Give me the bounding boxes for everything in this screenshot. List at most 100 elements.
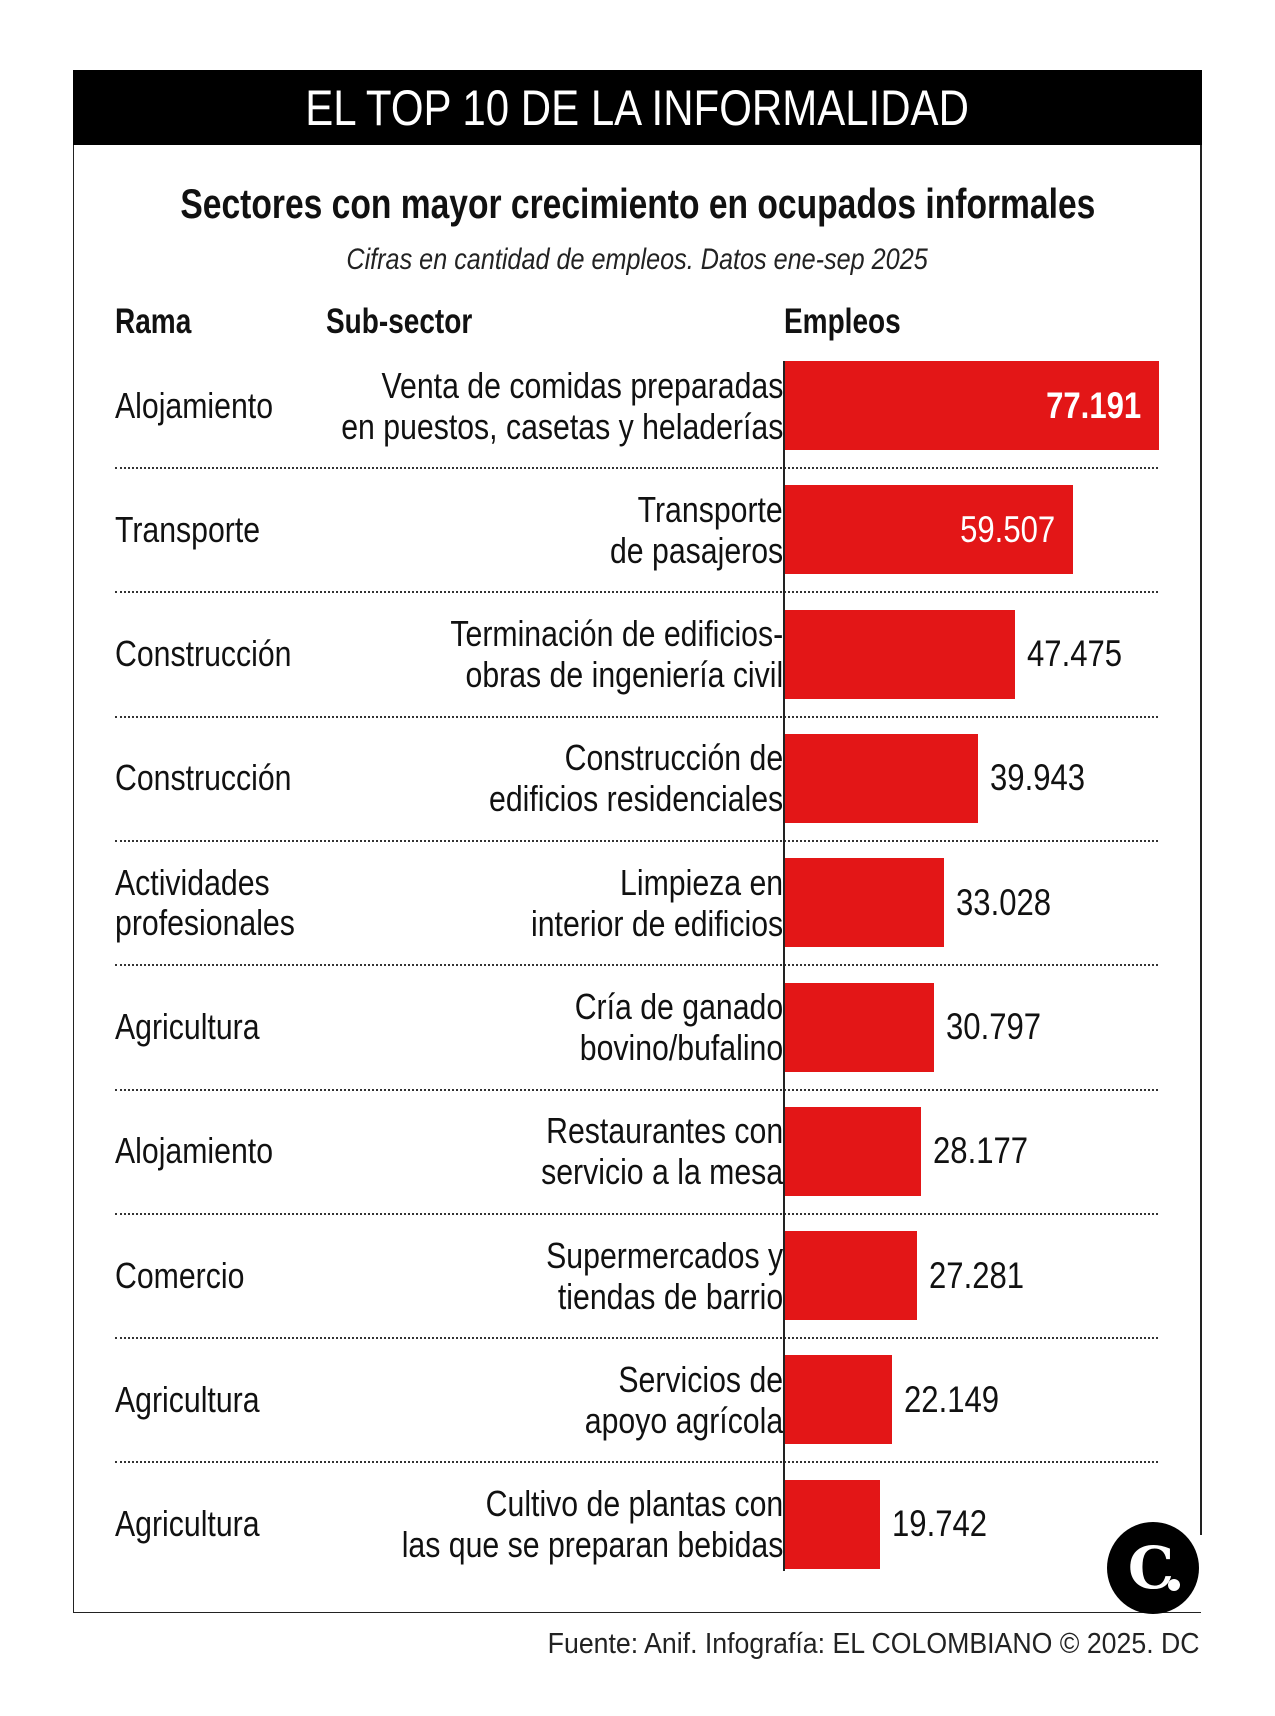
column-header-subsector: Sub-sector bbox=[326, 302, 509, 342]
subsector-line: Transporte bbox=[637, 488, 783, 530]
bar-axis-line bbox=[783, 361, 785, 1571]
table-row: Comercio Supermercados y tiendas de barrio… bbox=[115, 1231, 1158, 1355]
rama-line: Agricultura bbox=[115, 1503, 260, 1545]
table-row: Construcción Construcción de edificios res… bbox=[115, 733, 1158, 858]
subsector-line: apoyo agrícola bbox=[584, 1399, 783, 1441]
column-header-text: Sub-sector bbox=[326, 302, 473, 341]
logo-glyph: C bbox=[1128, 1534, 1180, 1602]
header-banner: EL TOP 10 DE LA INFORMALIDAD bbox=[73, 70, 1202, 145]
bar-value-text: 33.028 bbox=[956, 881, 1052, 923]
rama-line: profesionales bbox=[115, 901, 295, 943]
el-colombiano-logo: C bbox=[1107, 1522, 1199, 1614]
row-divider bbox=[115, 1212, 1158, 1215]
table-row: Construcción Terminación de edificios-obr… bbox=[115, 609, 1158, 734]
bar-value-text: 22.149 bbox=[903, 1378, 999, 1420]
subsector-line: tiendas de barrio bbox=[557, 1275, 783, 1317]
rama-label: Agricultura bbox=[115, 1355, 287, 1444]
bar bbox=[784, 1479, 880, 1569]
rama-label: Construcción bbox=[115, 610, 325, 699]
frame-right-border bbox=[1200, 70, 1202, 1535]
table-row: Alojamiento Restaurantes con servicio a la… bbox=[115, 1106, 1158, 1231]
subsector-label: Construcción de edificios residenciales bbox=[433, 734, 783, 823]
rama-label: Agricultura bbox=[115, 1480, 287, 1569]
bar-value-text: 27.281 bbox=[928, 1254, 1024, 1296]
bar-value-label: 59.507 bbox=[942, 485, 1055, 574]
subsector-line: de pasajeros bbox=[609, 529, 783, 571]
rama-line: Agricultura bbox=[115, 1378, 260, 1420]
chart-subtitle: Cifras en cantidad de empleos. Datos ene… bbox=[0, 243, 1275, 277]
rama-label: Construcción bbox=[115, 734, 325, 823]
subsector-line: bovino/bufalino bbox=[579, 1027, 783, 1068]
bar bbox=[784, 485, 1074, 575]
bar-value-label: 47.475 bbox=[1027, 610, 1140, 699]
rama-label: Actividades profesionales bbox=[115, 858, 329, 947]
bar bbox=[784, 1355, 892, 1445]
subsector-label: Cultivo de plantas con las que se prepara… bbox=[329, 1480, 783, 1569]
bar-value-label: 39.943 bbox=[990, 734, 1103, 823]
bar-value-text: 47.475 bbox=[1026, 633, 1122, 675]
bar-value-label: 22.149 bbox=[904, 1355, 1017, 1444]
table-row: Agricultura Cultivo de plantas con las que… bbox=[115, 1479, 1158, 1604]
subsector-label: Supermercados y tiendas de barrio bbox=[501, 1231, 783, 1320]
rama-label: Transporte bbox=[115, 485, 288, 574]
source-credit: Fuente: Anif. Infografía: EL COLOMBIANO … bbox=[491, 1628, 1200, 1661]
subsector-line: en puestos, casetas y heladerías bbox=[340, 405, 783, 447]
bar bbox=[784, 858, 945, 948]
row-divider bbox=[115, 964, 1158, 967]
bar-value-text: 59.507 bbox=[960, 508, 1056, 550]
rama-line: Construcción bbox=[115, 757, 292, 799]
rama-label: Agricultura bbox=[115, 983, 287, 1072]
bar-value-label: 27.281 bbox=[929, 1231, 1042, 1320]
source-credit-text: Fuente: Anif. Infografía: EL COLOMBIANO … bbox=[548, 1628, 1200, 1660]
table-row: Actividades profesionales Limpieza en inter… bbox=[115, 858, 1158, 982]
subsector-line: Construcción de bbox=[564, 737, 783, 779]
chart-title: Sectores con mayor crecimiento en ocupad… bbox=[0, 180, 1275, 228]
row-divider bbox=[115, 715, 1158, 718]
subsector-label: Servicios de apoyo agrícola bbox=[547, 1355, 783, 1444]
rama-line: Agricultura bbox=[115, 1006, 260, 1047]
subsector-label: Cría de ganado bovino/bufalino bbox=[535, 983, 783, 1072]
bar-value-label: 19.742 bbox=[892, 1480, 1005, 1569]
bar-value-label: 30.797 bbox=[946, 983, 1059, 1072]
subsector-line: edificios residenciales bbox=[488, 778, 783, 820]
bar-value-text: 77.191 bbox=[1045, 384, 1141, 426]
header-title: EL TOP 10 DE LA INFORMALIDAD bbox=[305, 79, 970, 136]
column-header-rama: Rama bbox=[115, 302, 210, 342]
bar-value-label: 77.191 bbox=[1028, 361, 1141, 450]
table-row: Transporte Transporte de pasajeros 59.507 bbox=[115, 485, 1158, 609]
bar bbox=[784, 1231, 917, 1321]
subsector-label: Venta de comidas preparadas en puestos, c… bbox=[257, 361, 783, 450]
rama-line: Transporte bbox=[115, 508, 261, 550]
bar bbox=[784, 982, 934, 1072]
subsector-line: Supermercados y bbox=[546, 1234, 783, 1276]
table-row: Alojamiento Venta de comidas preparadas en… bbox=[115, 361, 1159, 485]
subsector-label: Terminación de edificios-obras de ingeni… bbox=[387, 610, 783, 699]
rama-label: Alojamiento bbox=[115, 1107, 303, 1196]
rama-line: Alojamiento bbox=[115, 384, 274, 426]
bar bbox=[784, 361, 1159, 450]
svg-text:C: C bbox=[1128, 1534, 1174, 1602]
rama-line: Actividades bbox=[115, 861, 270, 903]
subsector-line: las que se preparan bebidas bbox=[401, 1524, 783, 1566]
rama-label: Comercio bbox=[115, 1231, 269, 1320]
row-divider bbox=[115, 1088, 1158, 1091]
subsector-line: interior de edificios bbox=[530, 902, 783, 944]
rama-line: Construcción bbox=[115, 633, 292, 675]
table-row: Agricultura Servicios de apoyo agrícola 22.… bbox=[115, 1355, 1158, 1479]
column-header-empleos: Empleos bbox=[784, 302, 930, 342]
rama-line: Alojamiento bbox=[115, 1130, 274, 1172]
row-divider bbox=[115, 1461, 1158, 1464]
subsector-line: Venta de comidas preparadas bbox=[381, 364, 783, 406]
subsector-label: Restaurantes con servicio a la mesa bbox=[495, 1107, 783, 1196]
bar-value-text: 28.177 bbox=[932, 1130, 1028, 1172]
column-header-text: Empleos bbox=[784, 302, 901, 341]
row-divider bbox=[115, 467, 1158, 469]
subsector-label: Transporte de pasajeros bbox=[577, 485, 783, 574]
rama-label: Alojamiento bbox=[115, 361, 303, 450]
bar-value-text: 19.742 bbox=[891, 1503, 987, 1545]
subsector-line: Terminación de edificios- bbox=[450, 613, 783, 655]
chart-title-text: Sectores con mayor crecimiento en ocupad… bbox=[180, 180, 1095, 227]
row-divider bbox=[115, 591, 1158, 594]
subsector-line: obras de ingeniería civil bbox=[465, 654, 783, 696]
subsector-line: Cría de ganado bbox=[574, 986, 783, 1027]
